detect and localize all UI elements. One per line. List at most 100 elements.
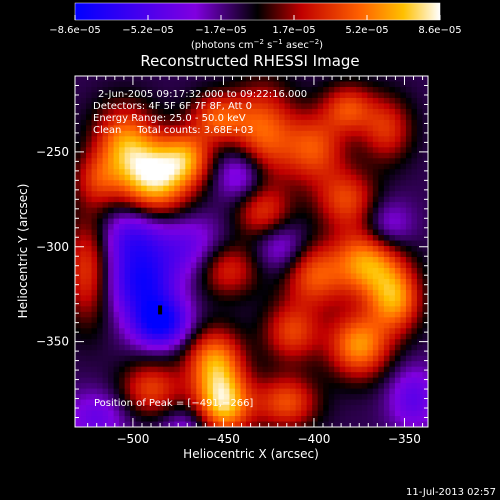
heatmap-cell (367, 377, 374, 384)
heatmap-cell (196, 246, 203, 252)
heatmap-cell (190, 119, 197, 126)
heatmap-cell (240, 377, 247, 384)
heatmap-cell (174, 180, 181, 187)
heatmap-cell (389, 240, 396, 247)
heatmap-cell (416, 311, 423, 318)
heatmap-cell (130, 388, 137, 395)
heatmap-cell (394, 152, 401, 159)
heatmap-cell (201, 235, 208, 241)
heatmap-cell (86, 119, 92, 126)
heatmap-cell (328, 229, 335, 236)
heatmap-cell (201, 377, 208, 384)
heatmap-cell (323, 421, 330, 428)
heatmap-cell (97, 306, 103, 313)
heatmap-cell (196, 333, 203, 340)
heatmap-cell (174, 240, 181, 247)
heatmap-cell (102, 339, 109, 346)
heatmap-cell (306, 355, 313, 362)
heatmap-cell (102, 174, 109, 181)
heatmap-cell (378, 399, 385, 406)
heatmap-cell (290, 92, 297, 99)
heatmap-cell (168, 213, 175, 219)
heatmap-cell (152, 108, 159, 115)
heatmap-cell (240, 152, 247, 159)
heatmap-cell (345, 152, 352, 159)
heatmap-cell (262, 339, 269, 346)
heatmap-cell (262, 136, 269, 143)
heatmap-cell (223, 76, 230, 82)
heatmap-cell (218, 185, 225, 192)
heatmap-cell (229, 377, 236, 384)
heatmap-cell (378, 284, 385, 291)
axis-ticks (75, 76, 428, 427)
heatmap-cell (141, 207, 148, 214)
heatmap-cell (119, 262, 126, 269)
heatmap-cell (317, 213, 324, 219)
heatmap-cell (108, 383, 115, 390)
heatmap-cell (207, 152, 214, 159)
heatmap-cell (290, 322, 297, 329)
heatmap-cell (312, 163, 319, 170)
heatmap-cell (196, 372, 203, 379)
heatmap-cell (108, 81, 115, 88)
heatmap-cell (378, 300, 385, 307)
heatmap-cell (80, 202, 87, 209)
heatmap-cell (372, 377, 379, 384)
heatmap-cell (361, 147, 368, 154)
heatmap-cell (102, 256, 109, 263)
heatmap-cell (119, 416, 126, 422)
heatmap-cell (400, 394, 407, 400)
heatmap-cell (405, 114, 412, 121)
heatmap-cell (372, 207, 379, 214)
heatmap-cell (135, 366, 142, 373)
heatmap-cell (361, 114, 368, 121)
heatmap-cell (416, 317, 423, 324)
heatmap-cell (97, 322, 103, 329)
heatmap-cell (135, 196, 142, 203)
heatmap-cell (301, 180, 308, 187)
heatmap-cell (179, 388, 186, 395)
heatmap-cell (361, 86, 368, 93)
heatmap-cell (334, 191, 341, 198)
heatmap-cell (361, 421, 368, 428)
heatmap-cell (328, 284, 335, 291)
heatmap-cell (317, 158, 324, 165)
heatmap-cell (295, 174, 302, 181)
heatmap-cell (75, 350, 81, 357)
heatmap-cell (405, 136, 412, 143)
heatmap-cell (152, 317, 159, 324)
heatmap-cell (240, 306, 247, 313)
heatmap-cell (108, 405, 115, 411)
heatmap-cell (86, 284, 92, 291)
heatmap-cell (212, 97, 219, 104)
heatmap-cell (367, 163, 374, 170)
heatmap-cell (245, 97, 252, 104)
heatmap-cell (394, 372, 401, 379)
heatmap-cell (80, 92, 87, 99)
colorbar-unit-part: −2 (254, 38, 264, 46)
heatmap-cell (356, 322, 363, 329)
heatmap-cell (75, 267, 81, 274)
heatmap-cell (328, 300, 335, 307)
heatmap-cell (218, 196, 225, 203)
heatmap-cell (290, 300, 297, 307)
heatmap-cell (196, 273, 203, 280)
heatmap-cell (113, 92, 120, 99)
heatmap-cell (378, 405, 385, 411)
heatmap-cell (207, 262, 214, 269)
heatmap-cell (97, 196, 103, 203)
heatmap-cell (405, 394, 412, 400)
heatmap-cell (372, 196, 379, 203)
heatmap-cell (416, 185, 423, 192)
heatmap-cell (295, 306, 302, 313)
heatmap-cell (141, 328, 148, 335)
heatmap-cell (279, 136, 285, 143)
heatmap-cell (185, 278, 192, 285)
heatmap-cell (273, 152, 280, 159)
heatmap-cell (279, 207, 285, 214)
heatmap-cell (339, 224, 346, 230)
heatmap-cell (268, 235, 274, 241)
heatmap-cell (108, 119, 115, 126)
heatmap-cell (345, 267, 352, 274)
heatmap-cell (152, 191, 159, 198)
